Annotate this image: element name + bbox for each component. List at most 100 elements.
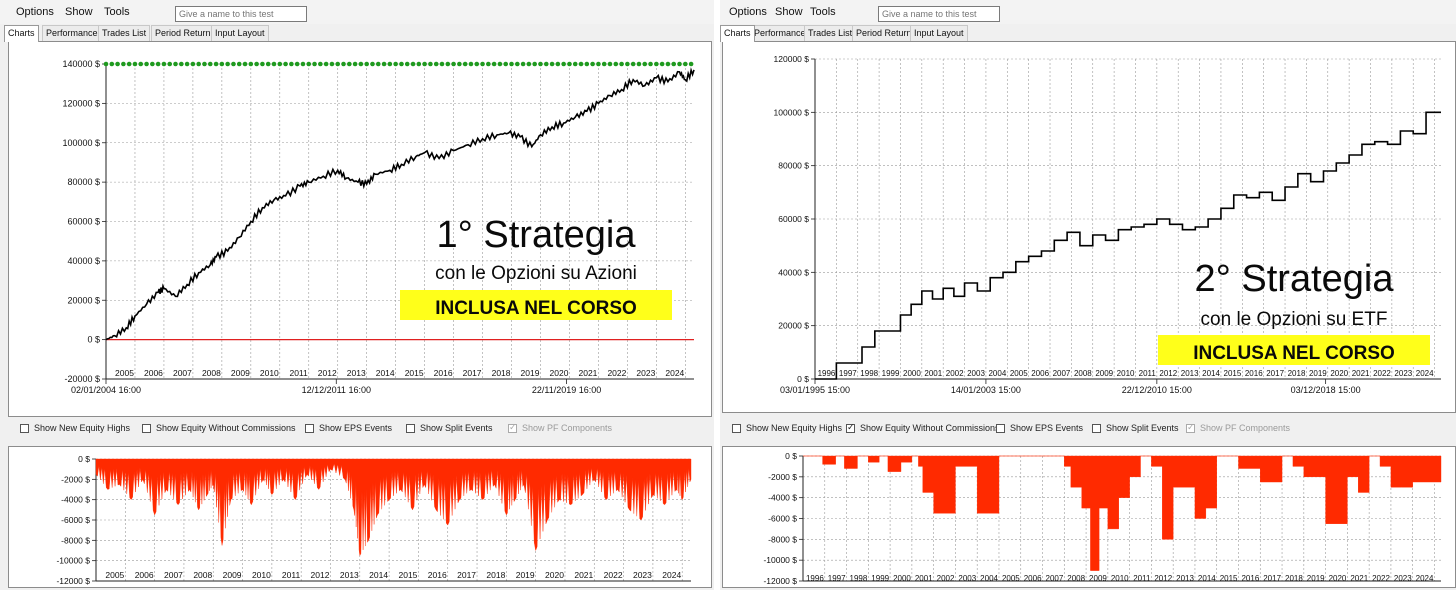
x-year-label: 2011 [1133,574,1151,583]
x-year-label: 2006 [135,570,154,580]
new-equity-high-marker [567,61,572,67]
menu-show[interactable]: Show [775,6,803,18]
x-year-label: 2014 [369,570,388,580]
menu-options[interactable]: Options [16,6,54,18]
menu-show[interactable]: Show [65,6,93,18]
x-year-label: 2015 [398,570,417,580]
checkbox-equity-without-commissions[interactable]: Show Equity Without Commissions [846,422,1000,433]
strategy-title: 1° Strategia [437,214,637,256]
tab-charts[interactable]: Charts [4,25,39,42]
new-equity-high-marker [248,61,254,67]
x-year-label: 2020 [545,570,564,580]
x-year-label: 2005 [1010,369,1028,378]
checkbox-split-events[interactable]: Show Split Events [1092,423,1179,433]
new-equity-high-marker [683,61,688,67]
y-tick-label: 0 $ [87,335,100,345]
y-tick-label: -20000 $ [64,374,100,384]
checkbox-eps-events[interactable]: Show EPS Events [996,423,1083,433]
checkbox-equity-without-commissions[interactable]: Show Equity Without Commissions [142,423,296,433]
menu-tools[interactable]: Tools [810,6,836,18]
new-equity-high-marker [132,61,138,67]
new-equity-high-marker [654,61,659,67]
new-equity-high-marker [335,61,341,67]
new-equity-high-marker [613,61,619,67]
equity-line [105,67,695,341]
x-year-label: 2024 [1416,369,1434,378]
y-tick-label: 140000 $ [62,59,100,69]
x-year-label: 2023 [1394,369,1412,378]
new-equity-high-marker [393,61,398,67]
new-equity-high-marker [445,61,451,67]
equity-chart-frame: -20000 $ 0 $ 20000 $ 40000 $ 60000 $ 80000 $ 1… [8,41,712,417]
new-equity-high-marker [231,61,236,67]
y-tick-label: -8000 $ [768,534,797,544]
new-equity-high-marker [625,61,630,67]
new-equity-high-marker [138,61,144,67]
x-year-label: 2019 [1307,574,1325,583]
x-year-label: 2014 [1202,369,1220,378]
x-year-label: 2020 [1329,574,1347,583]
x-year-label: 2015 [1220,574,1238,583]
y-tick-label: 100000 $ [62,138,100,148]
tab-trades-list[interactable]: Trades List [804,25,857,41]
x-year-label: 2006 [144,368,163,378]
x-year-label: 2009 [1095,369,1113,378]
x-date-label: 22/12/2010 15:00 [1122,385,1192,395]
x-year-label: 2013 [1176,574,1194,583]
tab-input-layout[interactable]: Input Layout [211,25,269,41]
tab-period-return[interactable]: Period Return [852,25,916,41]
drawdown-chart-frame: 0 $ -2000 $ -4000 $ -6000 $ -8000 $ -10000 $ -… [722,446,1456,588]
y-tick-label: -2000 $ [768,472,797,482]
x-year-label: 2015 [405,368,424,378]
tab-charts[interactable]: Charts [720,25,755,42]
y-tick-label: 80000 $ [778,161,809,171]
x-year-label: 2013 [347,368,366,378]
x-year-label: 2017 [463,368,482,378]
new-equity-high-marker [306,61,312,67]
x-year-label: 2018 [1288,369,1306,378]
x-year-label: 2019 [1309,369,1327,378]
test-name-input[interactable] [878,6,1000,22]
checkbox-new-equity-highs[interactable]: Show New Equity Highs [20,423,130,433]
tab-performance[interactable]: Performance [750,25,810,41]
tab-trades-list[interactable]: Trades List [98,25,151,41]
x-year-label: 2022 [1373,369,1391,378]
checkbox-eps-events[interactable]: Show EPS Events [305,423,392,433]
new-equity-high-marker [167,61,173,67]
new-equity-high-marker [642,61,648,67]
course-badge-background [1158,335,1430,365]
menu-options[interactable]: Options [729,6,767,18]
new-equity-high-marker [173,61,178,67]
x-year-label: 2009 [1089,574,1107,583]
new-equity-high-marker [103,61,109,67]
course-badge: INCLUSA NEL CORSO [435,298,637,319]
new-equity-high-marker [381,61,387,67]
checkbox-new-equity-highs[interactable]: Show New Equity Highs [732,423,842,433]
tab-period-return[interactable]: Period Return [151,25,215,41]
x-year-label: 2023 [633,570,652,580]
new-equity-high-marker [375,61,381,67]
x-year-label: 2005 [115,368,134,378]
new-equity-high-marker [451,61,456,67]
x-year-label: 2000 [893,574,911,583]
strategy-title: 2° Strategia [1195,258,1395,300]
x-year-label: 2008 [1074,369,1092,378]
y-tick-label: 20000 $ [778,321,809,331]
tab-performance[interactable]: Performance [42,25,102,41]
x-year-label: 2000 [903,369,921,378]
new-equity-high-marker [543,61,549,67]
new-equity-high-marker [671,61,677,67]
x-year-label: 1999 [882,369,900,378]
new-equity-high-marker [659,61,665,67]
menu-tools[interactable]: Tools [104,6,130,18]
checkbox-split-events[interactable]: Show Split Events [406,423,493,433]
new-equity-high-marker [688,61,694,67]
x-year-label: 2024 [665,368,684,378]
test-name-input[interactable] [175,6,307,22]
tab-input-layout[interactable]: Input Layout [910,25,968,41]
drawdown-area [803,455,1442,571]
x-year-label: 2002 [937,574,955,583]
new-equity-high-marker [584,61,590,67]
new-equity-high-marker [619,61,624,67]
equity-chart-frame: 0 $ 20000 $ 40000 $ 60000 $ 80000 $ 100000 $ 1… [722,41,1456,413]
